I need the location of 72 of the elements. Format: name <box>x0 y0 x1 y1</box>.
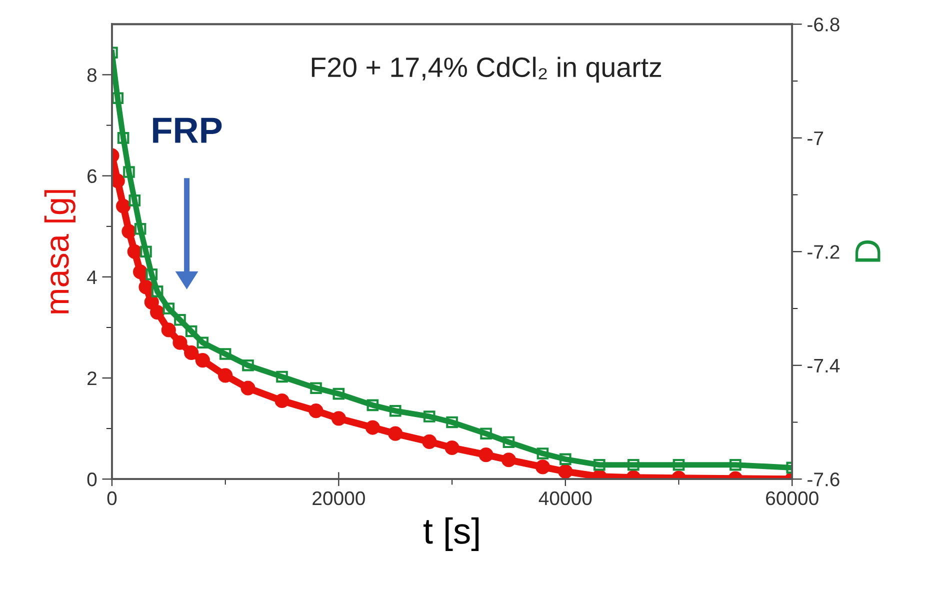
point <box>478 448 494 462</box>
point <box>196 336 209 349</box>
point <box>242 359 254 372</box>
point <box>127 244 142 259</box>
point <box>150 304 165 320</box>
y2-tick-label: -6.8 <box>808 18 840 32</box>
annotation: FRP <box>153 118 222 143</box>
point <box>116 198 131 214</box>
point <box>112 174 125 188</box>
point <box>112 92 124 104</box>
point <box>185 325 198 338</box>
point <box>559 453 572 466</box>
point <box>117 132 130 144</box>
point <box>594 458 606 471</box>
point <box>422 434 437 449</box>
point <box>276 370 288 383</box>
x-tick-label: 0 <box>107 491 117 506</box>
point <box>195 353 210 368</box>
y-tick-label: 8 <box>87 68 97 82</box>
y-tick-label: 0 <box>87 472 97 486</box>
point <box>423 410 436 422</box>
point <box>388 426 403 441</box>
point <box>331 411 346 426</box>
point <box>184 345 199 360</box>
point <box>174 314 186 326</box>
point <box>172 335 188 350</box>
point <box>672 458 685 471</box>
point <box>310 382 322 394</box>
point <box>161 322 176 338</box>
annotation: F20 + 17,4% CdCl₂ in quartz <box>312 56 662 83</box>
point <box>366 399 379 412</box>
y2-tick-label: -7.4 <box>808 359 840 372</box>
point <box>628 458 640 471</box>
point <box>480 428 492 440</box>
point <box>365 420 380 435</box>
point <box>162 302 175 314</box>
y-tick-label: 6 <box>88 169 97 184</box>
point <box>446 416 458 428</box>
point <box>128 194 141 206</box>
x-tick-label: 60000 <box>766 491 818 506</box>
point <box>122 224 136 239</box>
point <box>123 166 135 178</box>
y-axis-title: masa [g] <box>44 190 76 314</box>
point <box>389 404 402 417</box>
x-tick-label: 40000 <box>538 491 592 506</box>
y2-axis-title: D <box>855 240 880 262</box>
point <box>133 264 148 280</box>
point <box>332 388 345 400</box>
y2-tick-label: -7.2 <box>808 245 840 259</box>
point <box>134 222 146 235</box>
point <box>308 404 324 418</box>
y-tick-label: 2 <box>88 371 96 386</box>
x-tick-label: 20000 <box>312 491 365 506</box>
y-tick-label: 4 <box>87 270 97 284</box>
point <box>501 452 516 468</box>
point <box>140 246 152 258</box>
y2-tick-label: -7.6 <box>808 472 840 486</box>
point <box>535 460 550 474</box>
point <box>502 436 515 448</box>
point <box>558 464 573 479</box>
point <box>218 368 233 383</box>
y2-tick-label: -7 <box>808 132 824 145</box>
point <box>536 448 549 460</box>
point <box>274 393 290 408</box>
point <box>444 440 460 456</box>
point <box>138 280 154 294</box>
point <box>146 268 158 280</box>
point <box>151 286 164 298</box>
point <box>730 458 742 471</box>
x-axis-title: t [s] <box>423 517 479 552</box>
point <box>240 380 256 396</box>
point <box>219 348 232 360</box>
